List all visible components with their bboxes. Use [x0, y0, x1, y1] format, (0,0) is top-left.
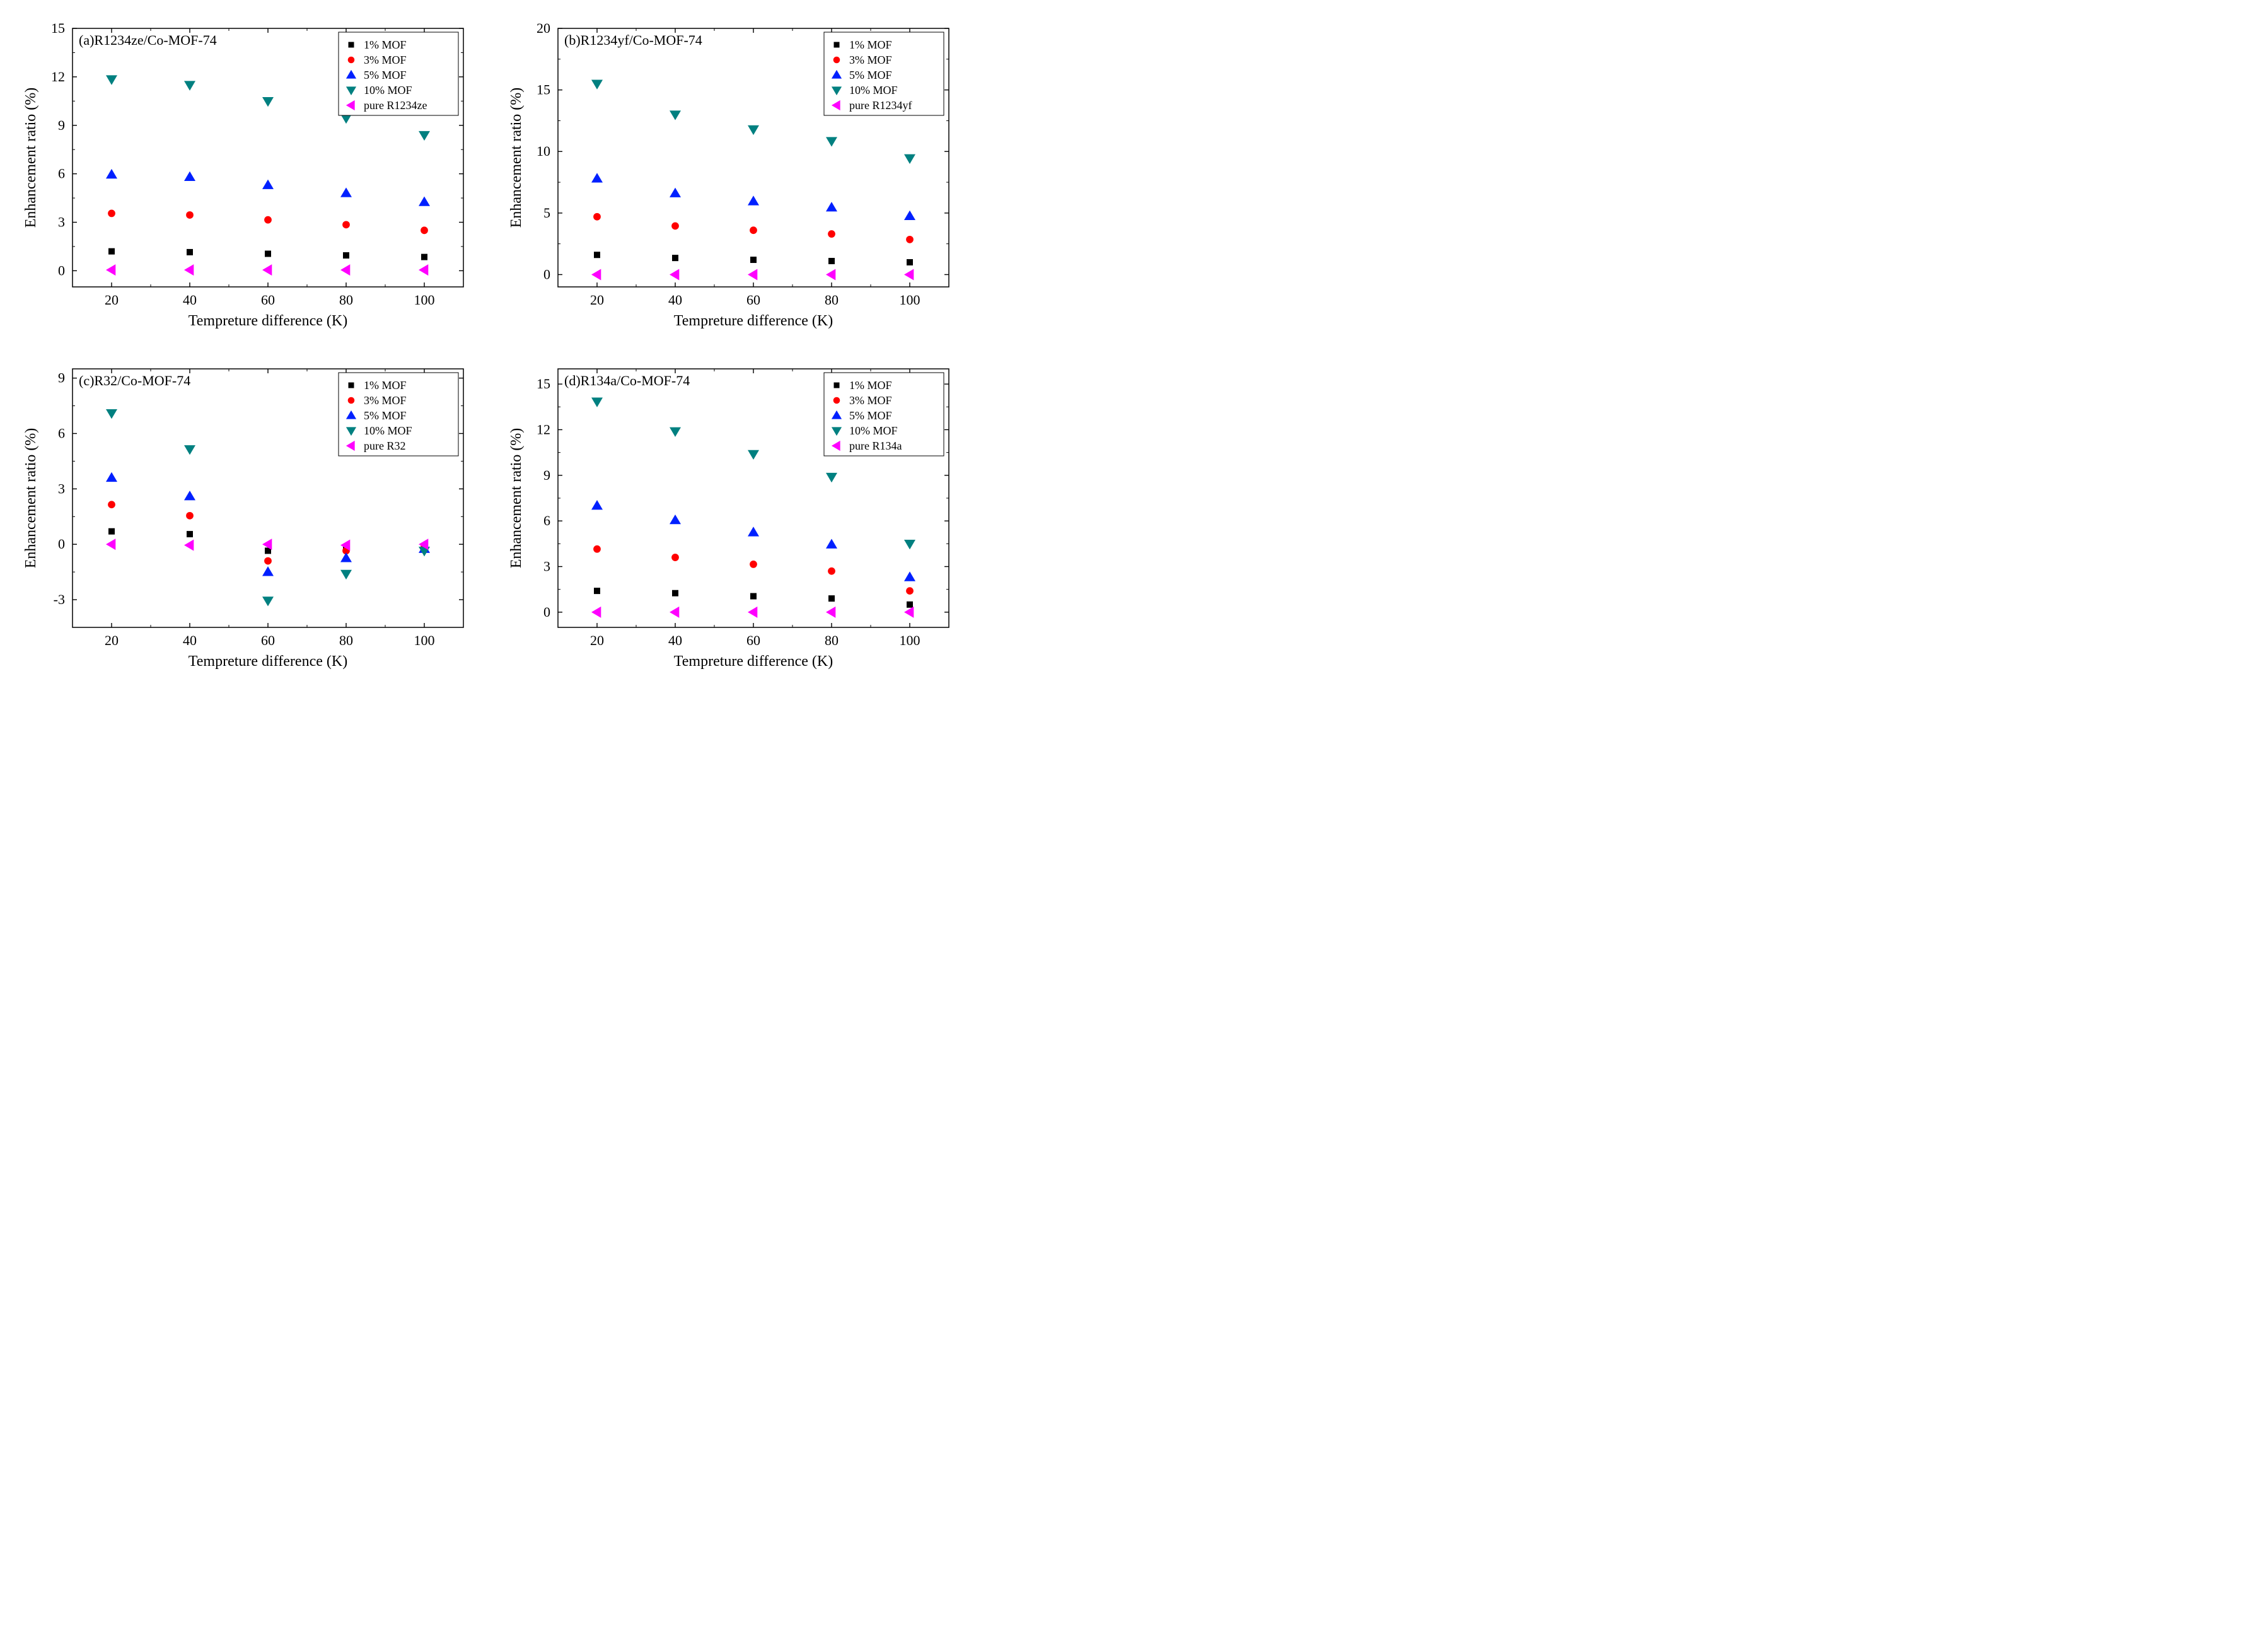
chart-c: 20 40 60 80 100 -3 0 3 6 9 Tempreture difference (…	[19, 359, 473, 675]
panel-c: 20 40 60 80 100 -3 0 3 6 9 Tempreture difference (…	[19, 359, 473, 675]
y-axis-label: Enhancement ratio (%)	[23, 428, 39, 569]
legend-label: 10% MOF	[849, 84, 898, 96]
y-axis-label: Enhancement ratio (%)	[508, 88, 525, 228]
figure-grid: 2040608010003691215Tempreture difference…	[19, 19, 952, 675]
legend-label: pure R134a	[849, 439, 902, 452]
y-tick-label: 9	[543, 467, 550, 483]
y-tick-label: 0	[543, 604, 550, 620]
x-tick-label: 60	[261, 632, 275, 648]
x-tick-label: 80	[339, 632, 353, 648]
x-tick-label: 20	[105, 632, 119, 648]
y-tick-label: -3	[54, 591, 65, 607]
x-tick-label: 20	[105, 292, 119, 308]
x-tick-label: 60	[746, 292, 760, 308]
x-tick-label: 100	[900, 632, 920, 648]
chart-a: 20 40 60 80 100 0 3 6 9 12 15 Tempreture difference…	[19, 19, 473, 334]
x-tick-label: 80	[825, 292, 839, 308]
chart-b: 20 40 60 80 100 0 5 10 15 20 Tempreture difference…	[504, 19, 958, 334]
y-tick-label: 10	[537, 143, 550, 159]
panel-title: (c)R32/Co-MOF-74	[79, 373, 190, 388]
y-tick-label: 5	[543, 205, 550, 221]
y-axis-label: Enhancement ratio (%)	[508, 428, 525, 569]
legend-label: 1% MOF	[364, 38, 407, 51]
y-tick-label: 12	[51, 69, 65, 84]
legend-label: 10% MOF	[364, 84, 412, 96]
x-tick-label: 40	[668, 632, 682, 648]
y-tick-label: 15	[537, 82, 550, 98]
legend-label: 3% MOF	[364, 54, 407, 66]
y-tick-label: 0	[58, 536, 65, 552]
x-axis-label: Tempreture difference (K)	[189, 313, 347, 329]
y-tick-label: 6	[58, 166, 65, 182]
y-tick-label: 0	[58, 262, 65, 278]
x-tick-label: 80	[825, 632, 839, 648]
y-tick-label: 6	[543, 513, 550, 528]
panel-b: 20 40 60 80 100 0 5 10 15 20 Tempreture difference…	[504, 19, 958, 334]
x-axis-label: Tempreture difference (K)	[674, 653, 833, 670]
legend-label: 5% MOF	[849, 409, 892, 422]
chart-d: 20 40 60 80 100 0 3 6 9 12 15 Tempreture difference…	[504, 359, 958, 675]
y-axis-label: Enhancement ratio (%)	[23, 88, 39, 228]
x-tick-label: 100	[900, 292, 920, 308]
y-tick-label: 12	[537, 421, 550, 437]
x-tick-label: 40	[183, 292, 197, 308]
x-tick-label: 40	[668, 292, 682, 308]
legend-label: 10% MOF	[849, 424, 898, 437]
legend-label: 5% MOF	[849, 69, 892, 81]
y-tick-label: 9	[58, 117, 65, 133]
x-tick-label: 20	[590, 292, 604, 308]
panel-title: (a)R1234ze/Co-MOF-74	[79, 32, 217, 48]
x-axis-label: Tempreture difference (K)	[189, 653, 347, 670]
y-tick-label: 6	[58, 426, 65, 441]
panel-a: 20 40 60 80 100 0 3 6 9 12 15 Tempreture difference…	[19, 19, 473, 334]
legend-label: 3% MOF	[849, 54, 892, 66]
legend-label: 5% MOF	[364, 409, 407, 422]
legend-label: 3% MOF	[849, 394, 892, 407]
legend-label: 10% MOF	[364, 424, 412, 437]
y-tick-label: 3	[58, 480, 65, 496]
y-tick-label: 3	[543, 559, 550, 574]
legend-label: 5% MOF	[364, 69, 407, 81]
y-tick-label: 3	[58, 214, 65, 230]
legend-label: pure R1234yf	[849, 99, 912, 112]
x-tick-label: 80	[339, 292, 353, 308]
x-tick-label: 100	[414, 292, 435, 308]
x-tick-label: 40	[183, 632, 197, 648]
y-tick-label: 20	[537, 20, 550, 36]
panel-title: (b)R1234yf/Co-MOF-74	[564, 32, 702, 48]
panel-title: (d)R134a/Co-MOF-74	[564, 373, 690, 388]
x-tick-label: 100	[414, 632, 435, 648]
legend-label: 1% MOF	[849, 38, 892, 51]
y-tick-label: 0	[543, 266, 550, 282]
legend-label: pure R1234ze	[364, 99, 427, 112]
x-tick-label: 60	[261, 292, 275, 308]
x-axis-label: Tempreture difference (K)	[674, 313, 833, 329]
x-tick-label: 60	[746, 632, 760, 648]
legend-label: 3% MOF	[364, 394, 407, 407]
y-tick-label: 15	[537, 376, 550, 392]
x-tick-label: 20	[590, 632, 604, 648]
y-tick-label: 9	[58, 370, 65, 386]
legend-label: 1% MOF	[364, 379, 407, 392]
y-tick-label: 15	[51, 20, 65, 36]
legend-label: 1% MOF	[849, 379, 892, 392]
legend-label: pure R32	[364, 439, 406, 452]
panel-d: 20 40 60 80 100 0 3 6 9 12 15 Tempreture difference…	[504, 359, 958, 675]
